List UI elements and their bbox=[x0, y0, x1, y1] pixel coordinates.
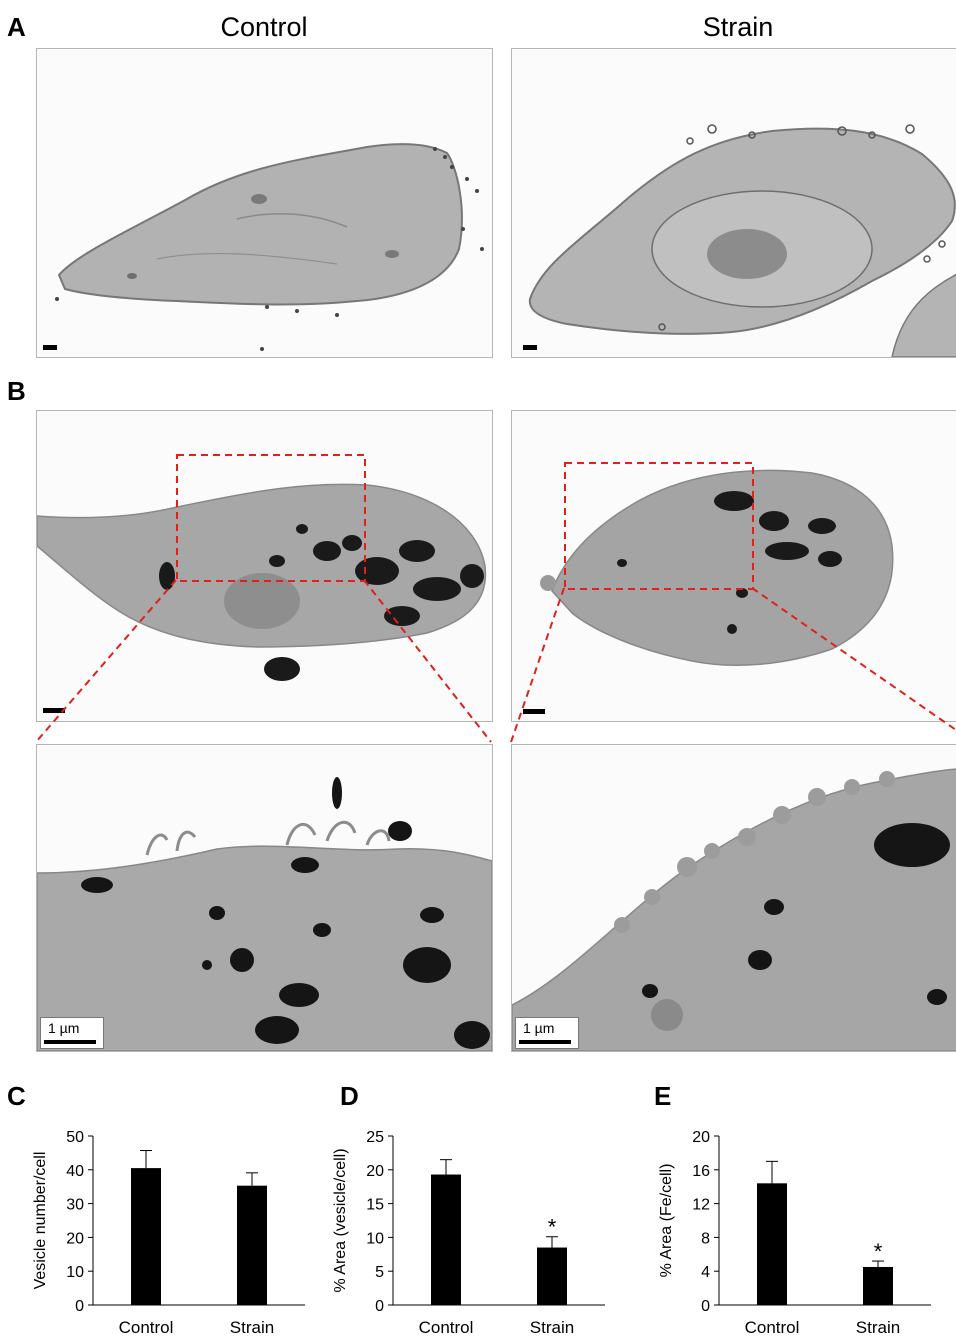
scale-bar bbox=[523, 345, 537, 350]
y-tick-label: 16 bbox=[692, 1163, 710, 1180]
y-tick-label: 5 bbox=[375, 1264, 384, 1281]
y-axis-label: % Area (Fe/cell) bbox=[658, 1164, 675, 1278]
y-tick-label: 20 bbox=[66, 1230, 84, 1247]
bar bbox=[237, 1185, 267, 1305]
y-tick-label: 20 bbox=[692, 1129, 710, 1146]
scale-bar bbox=[44, 1040, 96, 1044]
y-axis-label: Vesicle number/cell bbox=[32, 1152, 49, 1290]
category-label: Strain bbox=[230, 1318, 274, 1336]
y-tick-label: 0 bbox=[701, 1298, 710, 1315]
y-tick-label: 50 bbox=[66, 1129, 84, 1146]
category-label: Strain bbox=[530, 1318, 574, 1336]
y-tick-label: 30 bbox=[66, 1197, 84, 1214]
panel-label-b: B bbox=[7, 376, 26, 406]
bar bbox=[431, 1174, 461, 1305]
bar bbox=[537, 1247, 567, 1305]
category-label: Control bbox=[419, 1318, 474, 1336]
y-tick-label: 25 bbox=[366, 1129, 384, 1146]
y-tick-label: 40 bbox=[66, 1163, 84, 1180]
chart-area-fe: 0 4 8 12 16 20 % Area (Fe/cell) Control * Strain bbox=[658, 1129, 931, 1336]
y-tick-label: 4 bbox=[701, 1264, 710, 1281]
micrograph-b-control-zoom: 1 µm bbox=[36, 744, 493, 1052]
panel-label-e: E bbox=[654, 1081, 672, 1111]
bar bbox=[131, 1168, 161, 1305]
y-axis-label: % Area (vesicle/cell) bbox=[332, 1148, 349, 1292]
column-title-strain: Strain bbox=[702, 12, 774, 42]
category-label: Control bbox=[745, 1318, 800, 1336]
micrograph-b-strain bbox=[511, 410, 956, 722]
scale-bar bbox=[43, 708, 65, 713]
significance-marker: * bbox=[548, 1215, 557, 1240]
y-tick-label: 12 bbox=[692, 1197, 710, 1214]
chart-area-vesicle: 0 5 10 15 20 25 % Area (vesicle/cell) Control * S… bbox=[332, 1129, 605, 1336]
scale-label-box: 1 µm bbox=[40, 1017, 104, 1049]
scale-bar bbox=[43, 345, 57, 350]
category-label: Control bbox=[119, 1318, 174, 1336]
micrograph-a-strain bbox=[511, 48, 956, 358]
category-label: Strain bbox=[856, 1318, 900, 1336]
scale-bar bbox=[519, 1040, 571, 1044]
scale-label: 1 µm bbox=[48, 1020, 80, 1036]
micrograph-b-strain-zoom: 1 µm bbox=[511, 744, 956, 1052]
significance-marker: * bbox=[874, 1239, 883, 1264]
y-tick-label: 10 bbox=[366, 1230, 384, 1247]
bar bbox=[757, 1183, 787, 1305]
y-tick-label: 10 bbox=[66, 1264, 84, 1281]
y-tick-label: 8 bbox=[701, 1230, 710, 1247]
column-title-control: Control bbox=[220, 12, 308, 42]
panel-label-d: D bbox=[340, 1081, 359, 1111]
micrograph-a-control bbox=[36, 48, 493, 358]
y-tick-label: 15 bbox=[366, 1197, 384, 1214]
scale-bar bbox=[523, 709, 545, 714]
scale-label-box: 1 µm bbox=[515, 1017, 579, 1049]
y-tick-label: 0 bbox=[375, 1298, 384, 1315]
chart-vesicle-number: 0 10 20 30 40 50 Vesicle number/cell Control Str… bbox=[32, 1129, 305, 1336]
micrograph-b-control bbox=[36, 410, 493, 722]
panel-label-a: A bbox=[7, 12, 26, 42]
scale-label: 1 µm bbox=[523, 1020, 555, 1036]
bar bbox=[863, 1266, 893, 1305]
y-tick-label: 0 bbox=[75, 1298, 84, 1315]
panel-label-c: C bbox=[7, 1081, 26, 1111]
y-tick-label: 20 bbox=[366, 1163, 384, 1180]
